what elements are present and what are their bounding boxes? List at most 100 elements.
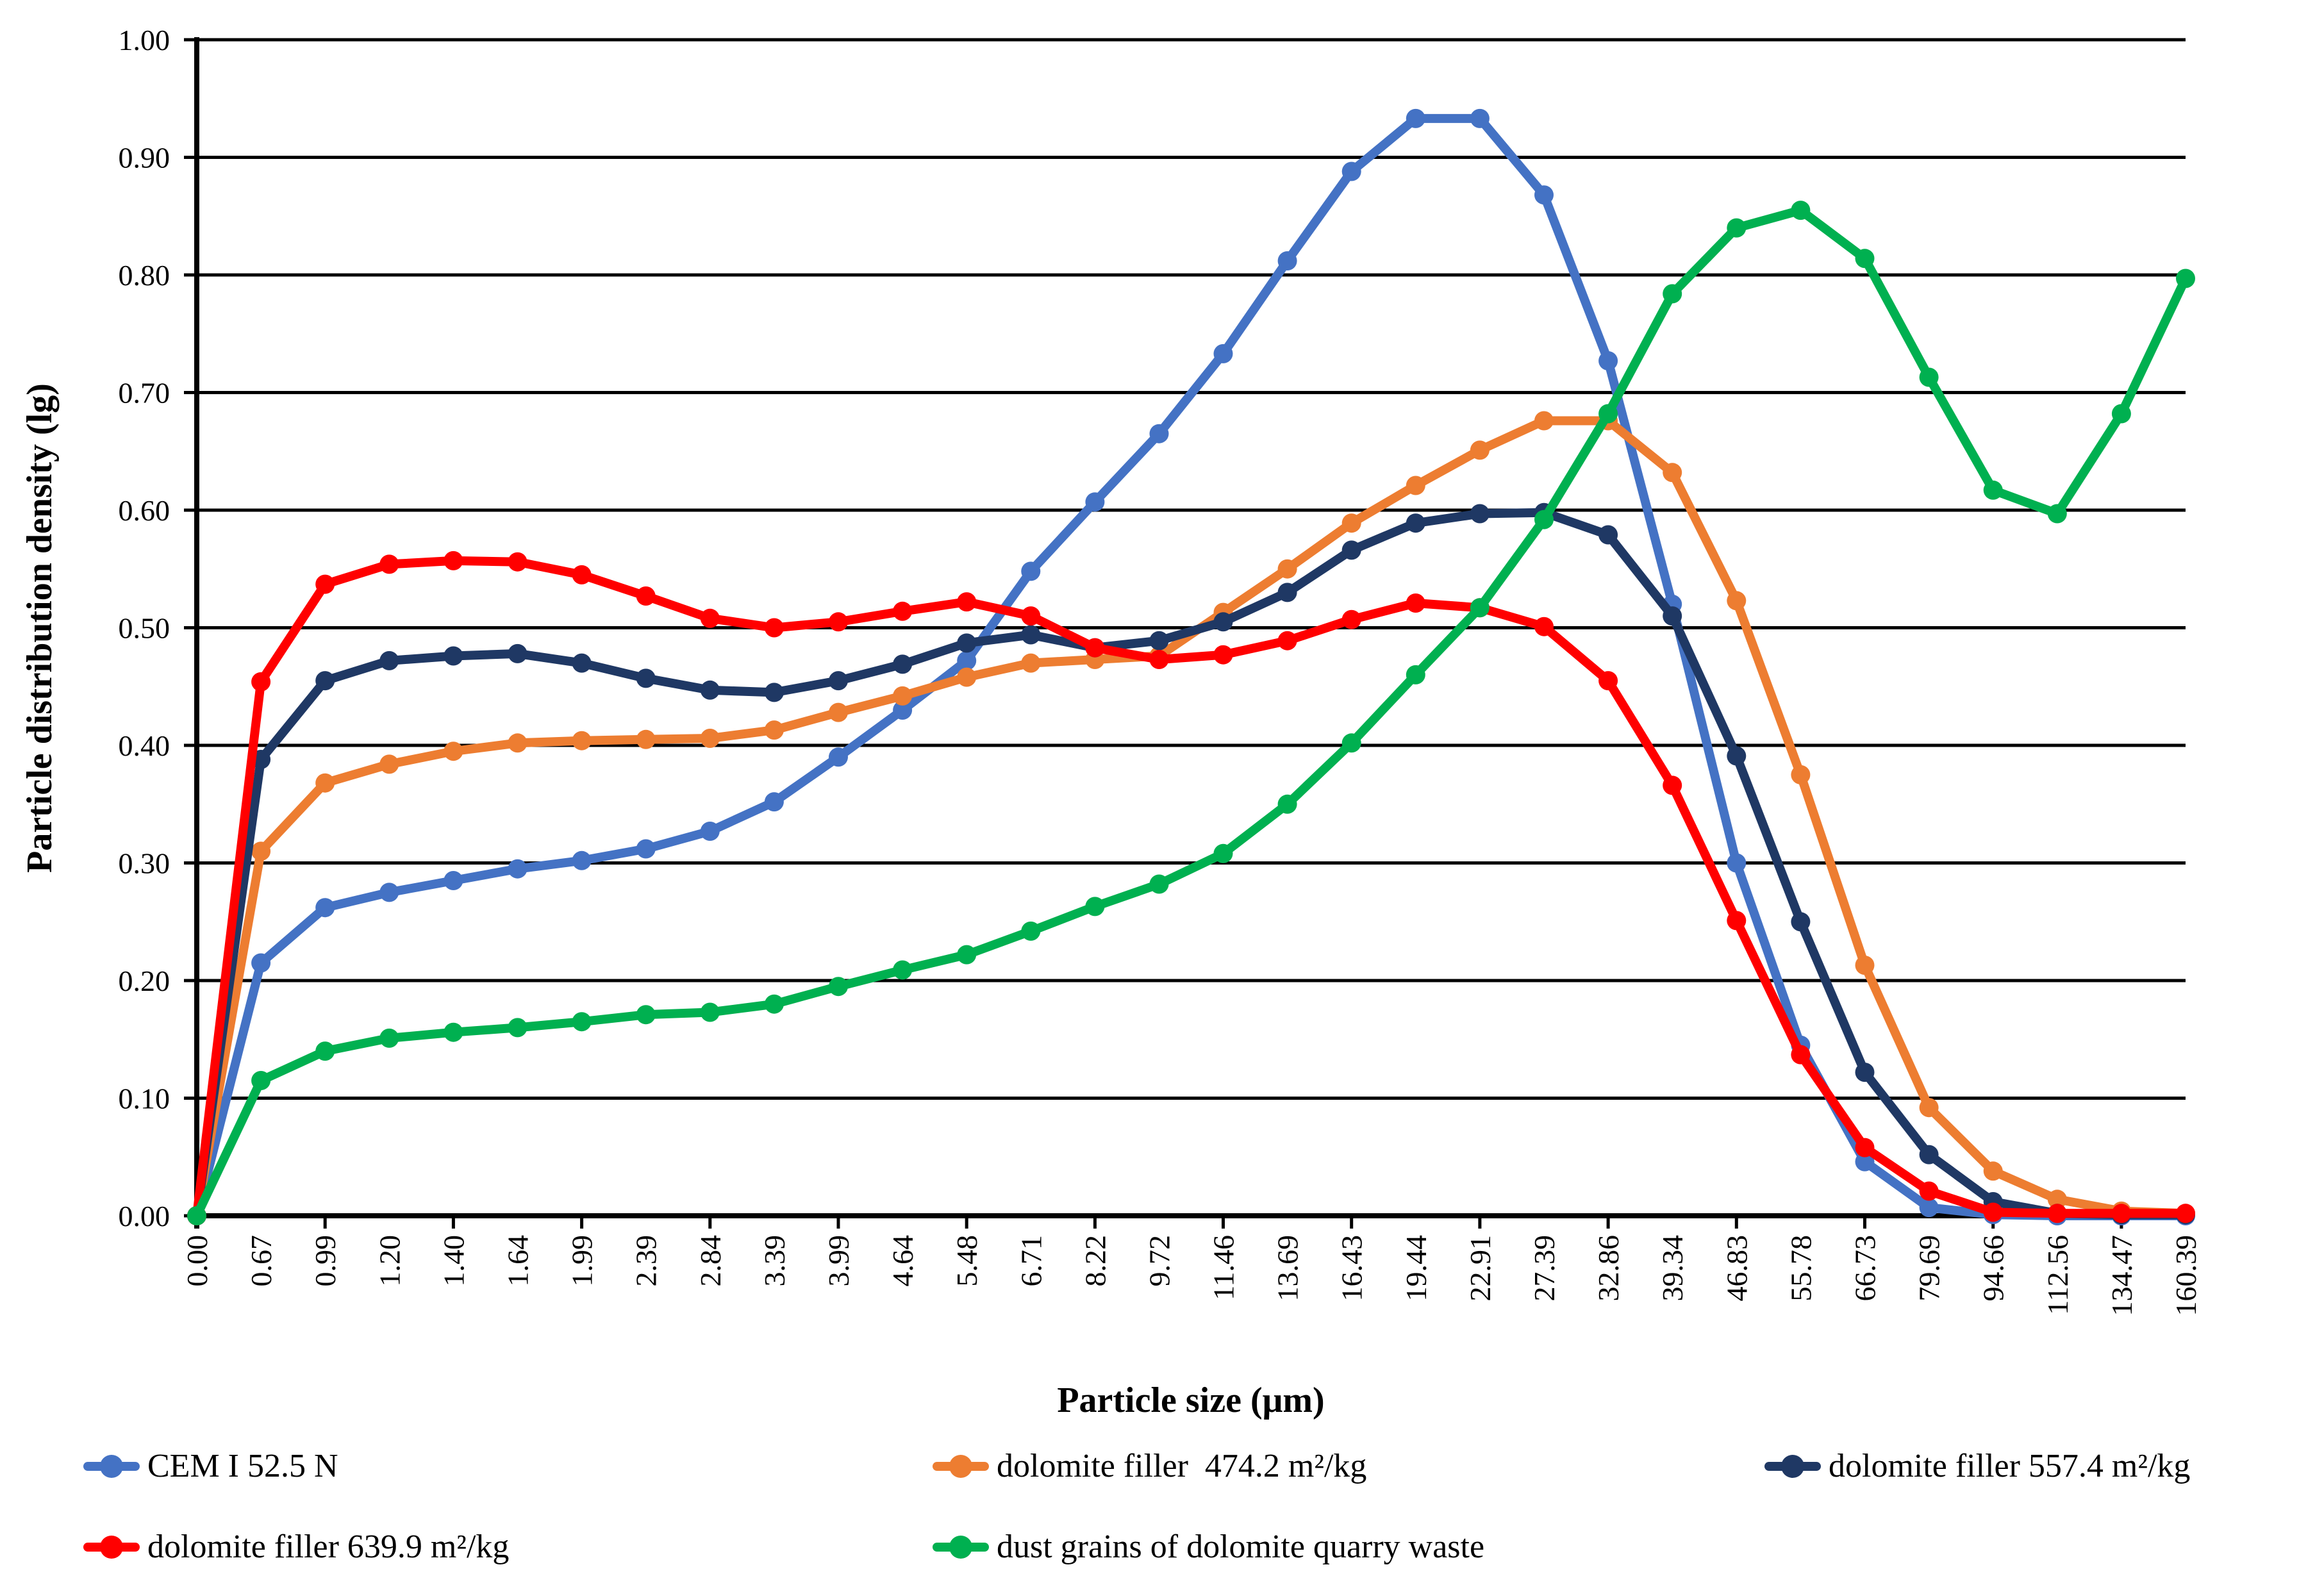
- data-point-marker: [1855, 1138, 1875, 1157]
- legend-label: dolomite filler 639.9 m²/kg: [147, 1529, 510, 1565]
- y-gridlines: [197, 38, 2186, 1100]
- data-point-marker: [957, 592, 977, 612]
- data-point-marker: [700, 1002, 720, 1022]
- legend-item-cem-i-52-5-n: CEM I 52.5 N: [83, 1443, 338, 1489]
- data-point-marker: [764, 720, 784, 740]
- data-point-marker: [2047, 504, 2067, 524]
- data-point-marker: [957, 651, 977, 670]
- data-point-marker: [1406, 513, 1425, 533]
- data-point-marker: [1534, 185, 1554, 205]
- data-point-marker: [893, 654, 913, 674]
- x-tick-label: 94.66: [1977, 1235, 2010, 1302]
- data-point-marker: [2047, 1204, 2067, 1223]
- data-point-marker: [1149, 874, 1169, 894]
- x-tick-label: 19.44: [1400, 1235, 1432, 1302]
- data-point-marker: [251, 841, 271, 861]
- data-point-marker: [1727, 746, 1747, 766]
- x-axis-title: Particle size (μm): [1057, 1380, 1325, 1420]
- series-line-0: [192, 113, 2190, 1220]
- data-point-marker: [315, 671, 335, 691]
- data-point-marker: [636, 729, 656, 749]
- data-point-marker: [379, 754, 399, 774]
- x-tick-label: 1.40: [437, 1235, 470, 1287]
- data-point-marker: [508, 733, 527, 753]
- data-point-marker: [1277, 559, 1297, 579]
- x-tick-label: 55.78: [1784, 1235, 1817, 1302]
- data-point-marker: [764, 994, 784, 1014]
- data-point-marker: [829, 671, 848, 691]
- data-point-marker: [1983, 1161, 2003, 1181]
- legend-item-dolomite-filler-474: dolomite filler 474.2 m²/kg: [933, 1443, 1366, 1489]
- y-tick-label: 0.30: [119, 847, 170, 880]
- x-tick-label: 2.39: [630, 1235, 663, 1287]
- data-point-marker: [508, 859, 527, 879]
- legend-line-marker-icon: [83, 1536, 140, 1559]
- data-point-marker: [1213, 612, 1233, 632]
- data-point-marker: [572, 653, 592, 673]
- legend-dot-icon: [1781, 1455, 1804, 1478]
- x-tick-label: 0.99: [309, 1235, 342, 1287]
- data-point-marker: [508, 552, 527, 572]
- legend-item-dolomite-filler-639: dolomite filler 639.9 m²/kg: [83, 1524, 509, 1570]
- data-point-marker: [1983, 1202, 2003, 1222]
- legend-dot-icon: [949, 1536, 972, 1559]
- legend-label: dolomite filler 474.2 m²/kg: [997, 1448, 1367, 1484]
- data-point-marker: [315, 898, 335, 918]
- data-point-marker: [572, 565, 592, 584]
- x-tick-label: 9.72: [1143, 1235, 1175, 1287]
- x-tick-label: 160.39: [2170, 1235, 2202, 1316]
- x-tick-label: 134.47: [2105, 1235, 2138, 1316]
- y-tick-label: 0.70: [119, 377, 170, 410]
- data-point-marker: [829, 977, 848, 997]
- y-axis-title: Particle distribution density (lg): [20, 383, 60, 873]
- data-point-marker: [1534, 411, 1554, 431]
- legend-dot-icon: [100, 1455, 123, 1478]
- data-point-marker: [508, 643, 527, 663]
- x-tick-label: 13.69: [1272, 1235, 1304, 1302]
- data-point-marker: [1663, 775, 1682, 795]
- x-tick-label: 4.64: [886, 1235, 919, 1287]
- data-point-marker: [764, 618, 784, 638]
- legend-item-dust-grains: dust grains of dolomite quarry waste: [933, 1524, 1484, 1570]
- data-point-marker: [1727, 591, 1747, 611]
- series-line-3: [192, 556, 2190, 1220]
- data-point-marker: [1277, 631, 1297, 651]
- x-tick-label: 66.73: [1849, 1235, 1882, 1302]
- series-line-2: [192, 508, 2190, 1220]
- y-tick-label: 0.60: [119, 494, 170, 527]
- data-point-marker: [1598, 404, 1618, 424]
- y-tick-labels: 0.00 0.10 0.20 0.30 0.40 0.50 0.60 0.70 0.80 0.90…: [119, 24, 170, 1232]
- data-point-marker: [1085, 897, 1105, 916]
- data-point-marker: [1855, 1063, 1875, 1082]
- data-point-marker: [700, 680, 720, 700]
- data-point-marker: [1727, 853, 1747, 873]
- x-tick-label: 27.39: [1528, 1235, 1561, 1302]
- series-markers-3: [187, 551, 2195, 1225]
- data-point-marker: [1663, 284, 1682, 304]
- data-point-marker: [251, 672, 271, 692]
- data-point-marker: [1085, 638, 1105, 658]
- x-tick-label: 79.69: [1913, 1235, 1946, 1302]
- data-point-marker: [764, 792, 784, 812]
- data-point-marker: [636, 1005, 656, 1025]
- data-point-marker: [829, 612, 848, 632]
- data-point-marker: [957, 667, 977, 687]
- data-point-marker: [1791, 765, 1811, 784]
- x-tick-label: 1.20: [373, 1235, 406, 1287]
- data-point-marker: [444, 551, 463, 570]
- data-point-marker: [636, 586, 656, 606]
- legend-item-dolomite-filler-557: dolomite filler 557.4 m²/kg: [1764, 1443, 2190, 1489]
- y-tick-label: 0.50: [119, 612, 170, 645]
- legend-line-marker-icon: [933, 1455, 989, 1478]
- data-point-marker: [251, 1071, 271, 1090]
- axes: [194, 37, 2186, 1229]
- data-point-marker: [636, 839, 656, 859]
- data-point-marker: [1341, 733, 1361, 753]
- data-point-marker: [1021, 625, 1041, 645]
- legend-line-marker-icon: [1764, 1455, 1821, 1478]
- data-point-marker: [1213, 645, 1233, 665]
- data-point-marker: [1277, 583, 1297, 602]
- data-point-marker: [1663, 606, 1682, 626]
- data-point-marker: [636, 668, 656, 688]
